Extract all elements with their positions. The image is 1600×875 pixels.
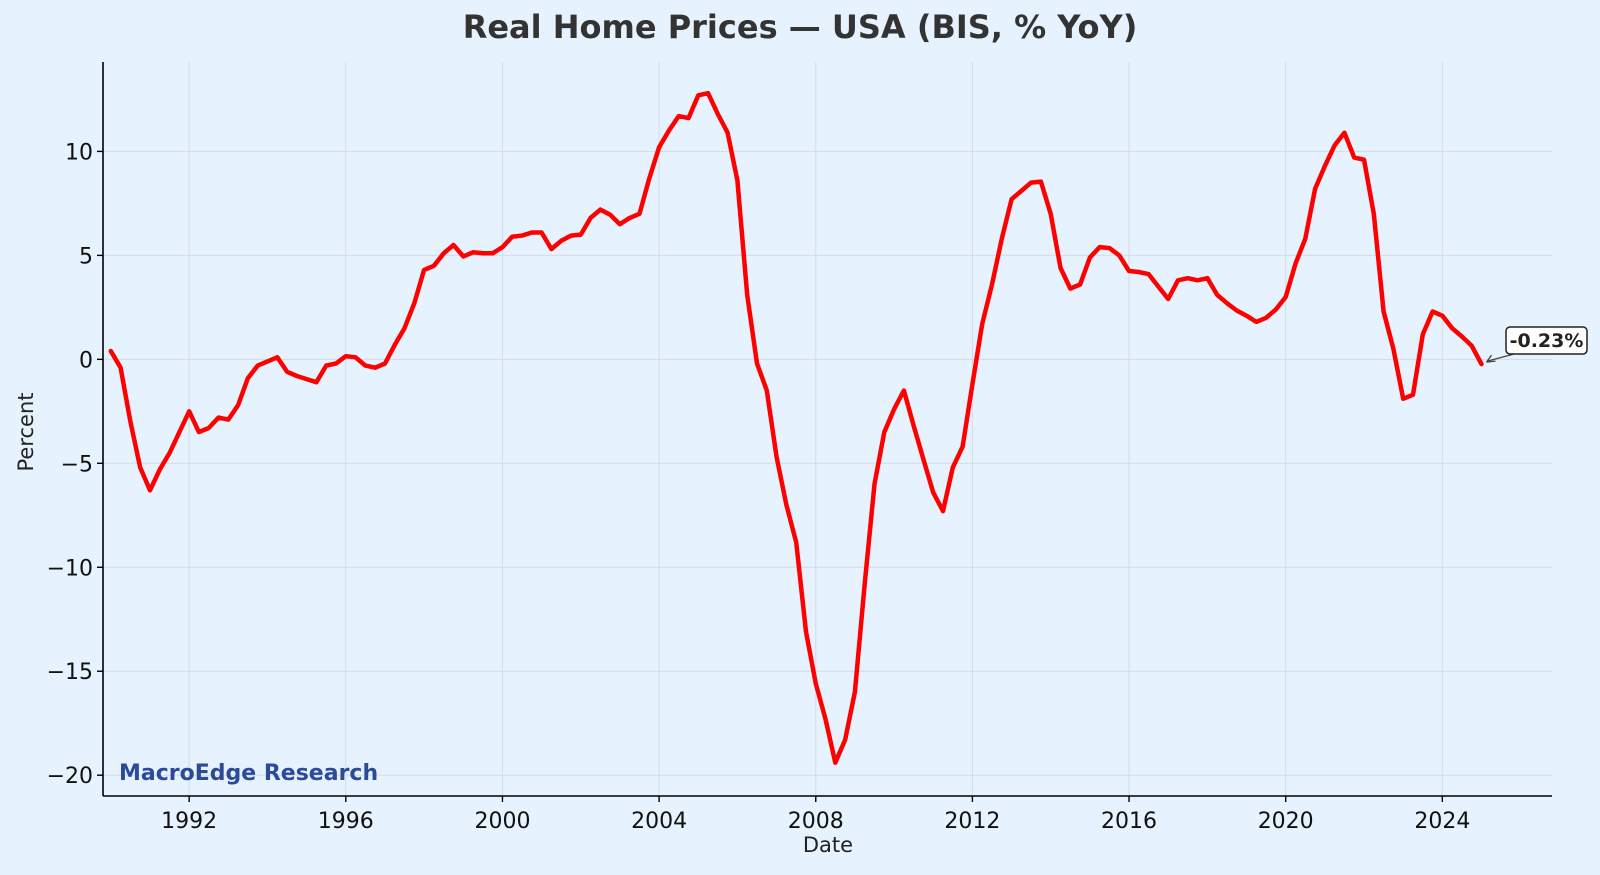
tick-labels: 1992 1996 2000 2004 2008 2012 2016 2020 2024 10 5 0…: [47, 140, 1471, 834]
x-tick-label: 2024: [1414, 809, 1470, 834]
annotation: -0.23%: [1485, 326, 1588, 363]
y-tick-label: −10: [47, 556, 93, 581]
y-tick-label: −20: [47, 764, 93, 789]
watermark: MacroEdge Research: [119, 761, 378, 786]
x-tick-label: 2020: [1258, 809, 1314, 834]
series-line: [108, 90, 1484, 765]
y-axis-label: Percent: [14, 392, 38, 471]
y-tick-label: −15: [47, 660, 93, 685]
y-tick-label: 10: [65, 140, 93, 165]
annotation-arrow: [1487, 353, 1515, 362]
x-tick-label: 2008: [788, 809, 844, 834]
y-tick-label: −5: [61, 452, 93, 477]
annotation-label: -0.23%: [1510, 330, 1584, 352]
annotation-arrowhead: [1485, 354, 1496, 363]
y-tick-label: 0: [79, 348, 93, 373]
annotation-box: [1505, 326, 1588, 355]
x-tick-label: 2004: [631, 809, 687, 834]
axes: [97, 62, 1552, 802]
x-tick-label: 2012: [944, 809, 1000, 834]
series-layer: [108, 90, 1484, 765]
x-tick-label: 2016: [1101, 809, 1157, 834]
x-tick-label: 1992: [161, 809, 217, 834]
x-axis-label: Date: [803, 833, 853, 857]
x-tick-label: 2000: [474, 809, 530, 834]
chart-title: Real Home Prices — USA (BIS, % YoY): [463, 8, 1138, 46]
y-tick-label: 5: [79, 244, 93, 269]
x-tick-label: 1996: [318, 809, 374, 834]
grid: [103, 62, 1552, 796]
